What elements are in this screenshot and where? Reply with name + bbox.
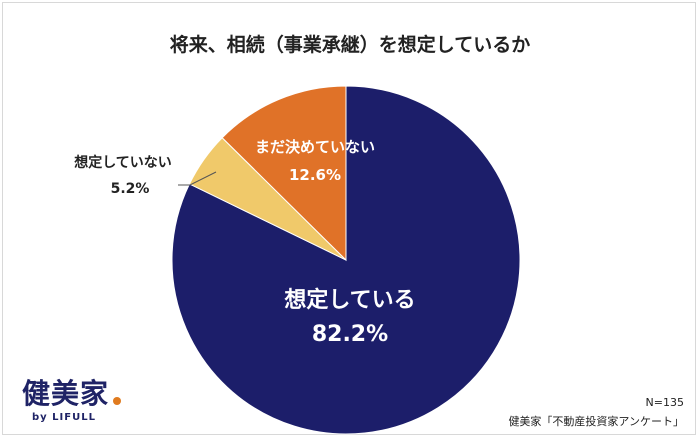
leader-line: [178, 171, 217, 186]
slice-label-mada-kimeteinai: まだ決めていない: [254, 138, 375, 156]
slice-label-sozo-shiteiru: 想定している: [284, 288, 416, 313]
slice-value-sozo-shiteiru: 82.2%: [311, 322, 389, 347]
slice-label-sozo-shiteinai: 想定していない: [74, 155, 172, 171]
brand-logo: 健美家: [22, 377, 110, 410]
sample-size: N=135: [645, 396, 684, 409]
brand-logo-sub: by LIFULL: [32, 412, 96, 423]
slice-value-mada-kimeteinai: 12.6%: [288, 166, 342, 184]
chart-title: 将来、相続（事業承継）を想定しているか: [169, 34, 531, 56]
pie-slice-mada-kimeteinai: [221, 85, 347, 262]
slice-value-sozo-shiteinai: 5.2%: [110, 181, 150, 197]
data-source: 健美家「不動産投資家アンケート」: [508, 415, 684, 428]
logo-dot-icon: [113, 397, 121, 405]
